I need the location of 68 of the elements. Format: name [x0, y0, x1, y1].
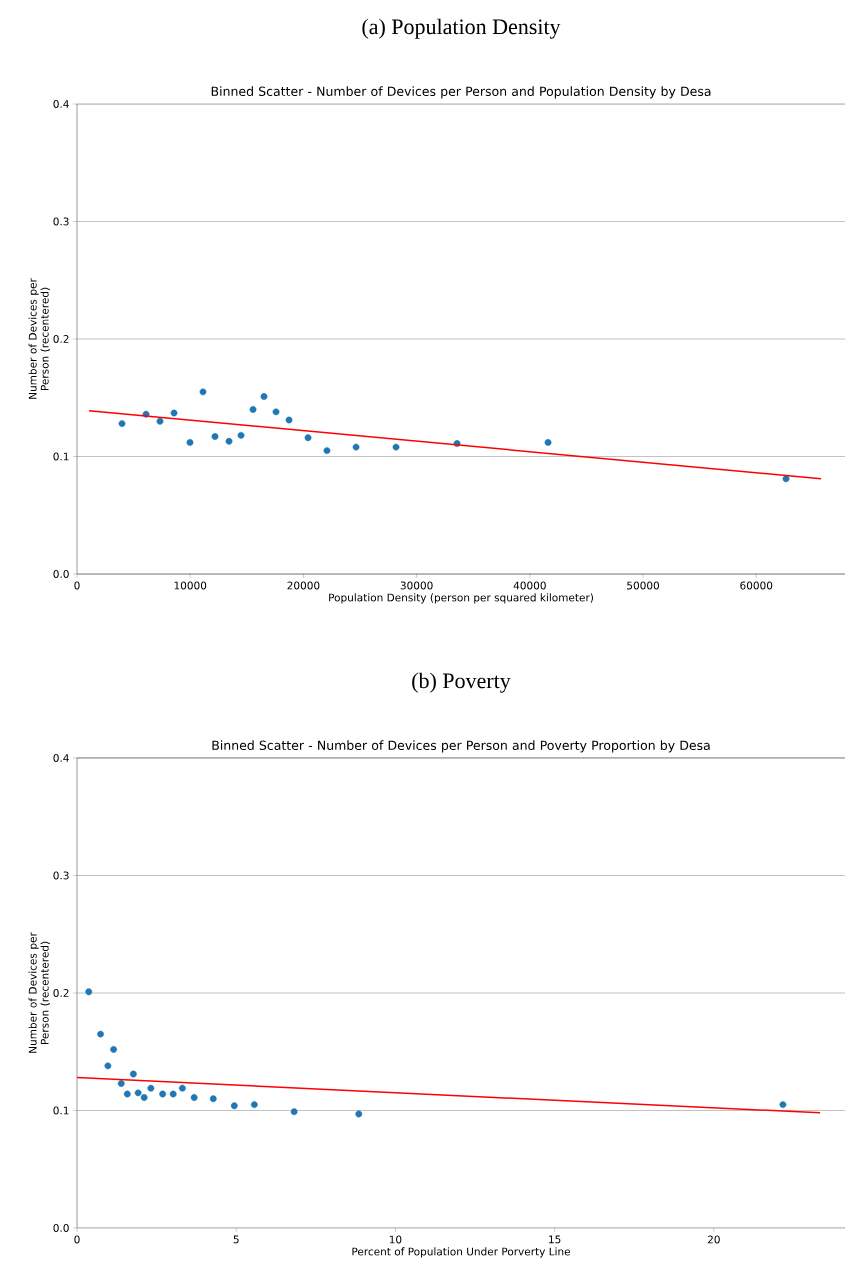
point [249, 406, 257, 413]
y-tick-label: 0.0 [53, 1224, 69, 1232]
x-axis-title: Population Density (person per squared kilometer) [329, 593, 593, 604]
point [544, 438, 552, 446]
point [170, 409, 178, 417]
y-tick-label: 0.4 [53, 100, 69, 108]
chart-title: (a) Population Density [362, 18, 561, 39]
y-tick-label: 0.1 [53, 1106, 69, 1115]
x-tick-label: 0 [74, 581, 80, 590]
y-tick-label: 0.4 [53, 754, 69, 762]
point [260, 393, 268, 400]
point [134, 1089, 142, 1097]
point [392, 443, 400, 451]
point [85, 988, 93, 996]
point [230, 1102, 238, 1110]
chart-title: (b) Poverty [412, 672, 511, 693]
x-tick-label: 10000 [174, 581, 207, 590]
y-tick-label: 0.3 [53, 871, 69, 880]
x-tick-label: 50000 [627, 581, 660, 590]
point [118, 420, 126, 427]
y-tick-label: 0.0 [53, 570, 69, 578]
point [140, 1094, 148, 1101]
point [179, 1084, 186, 1092]
point [123, 1090, 131, 1098]
x-tick-label: 60000 [740, 581, 773, 590]
y-axis-title: Number of Devices per Person (recentered) [28, 278, 50, 399]
x-tick-label: 0 [74, 1235, 80, 1244]
point [290, 1108, 298, 1116]
x-tick-label: 5 [233, 1235, 239, 1244]
point [323, 447, 331, 455]
point [129, 1070, 137, 1078]
x-tick-label: 10 [389, 1235, 402, 1244]
point [147, 1084, 155, 1092]
x-tick-label: 30000 [400, 581, 433, 590]
point [199, 388, 207, 396]
y-tick-label: 0.1 [53, 452, 69, 461]
point [779, 1101, 787, 1109]
point [104, 1062, 112, 1070]
point [156, 417, 164, 425]
point [186, 438, 194, 446]
point [159, 1090, 167, 1098]
point [250, 1101, 258, 1109]
point [190, 1094, 198, 1101]
point [355, 1110, 363, 1118]
point [237, 431, 245, 439]
x-tick-label: 15 [549, 1235, 561, 1244]
chart-subtitle: Binned Scatter - Number of Devices per Person and Population Density by Desa [211, 86, 711, 99]
y-tick-label: 0.2 [53, 989, 69, 997]
point [97, 1030, 104, 1038]
point [209, 1095, 217, 1103]
x-axis-title: Percent of Population Under Porverty Line [352, 1247, 571, 1258]
x-tick-label: 20000 [287, 581, 320, 590]
point [169, 1090, 177, 1098]
point [117, 1080, 125, 1087]
point [285, 416, 293, 424]
point [225, 437, 233, 445]
point [110, 1046, 118, 1053]
point [304, 434, 312, 442]
x-tick-label: 20 [707, 1235, 720, 1244]
x-tick-label: 40000 [513, 581, 546, 590]
point [272, 408, 280, 416]
y-tick-label: 0.3 [53, 217, 69, 226]
chart-subtitle: Binned Scatter - Number of Devices per Person and Poverty Proportion by Desa [212, 740, 710, 753]
y-axis-title: Number of Devices per Person (recentered) [28, 932, 50, 1053]
y-tick-label: 0.2 [53, 335, 69, 343]
point [211, 433, 219, 440]
point [352, 443, 360, 451]
point [782, 475, 790, 483]
